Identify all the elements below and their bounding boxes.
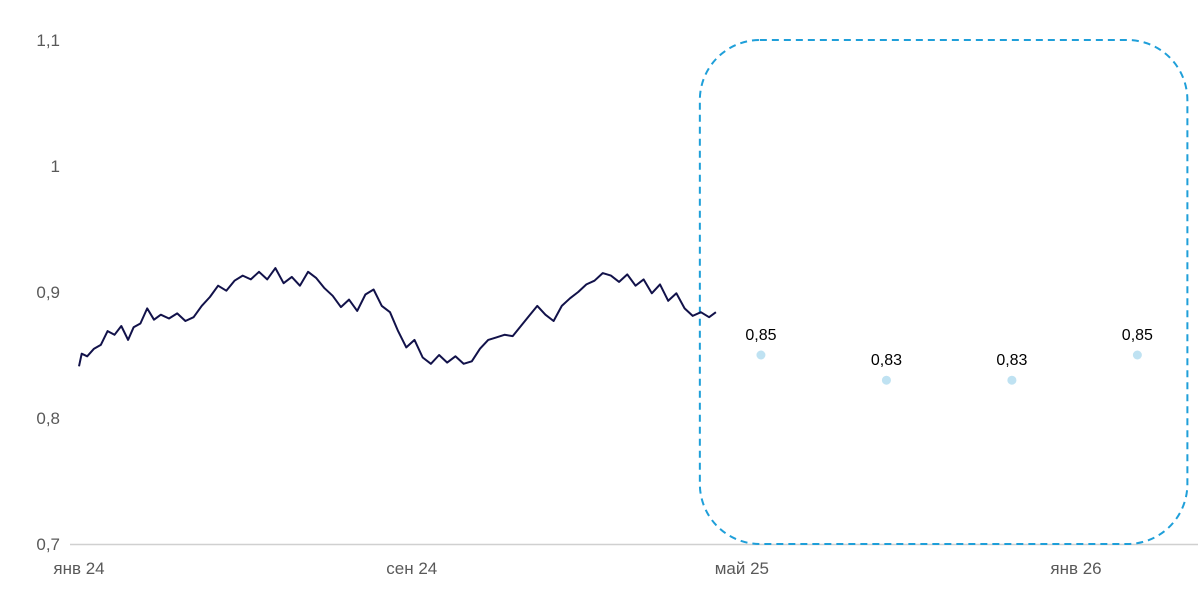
y-tick-label: 1,1 [36, 31, 60, 50]
forecast-point [881, 375, 891, 385]
series-line [78, 267, 717, 367]
y-tick-label: 0,7 [36, 535, 60, 554]
y-tick-label: 0,8 [36, 409, 60, 428]
x-tick-label: янв 24 [53, 559, 104, 578]
x-tick-label: сен 24 [386, 559, 437, 578]
y-tick-label: 0,9 [36, 283, 60, 302]
forecast-region-box [698, 39, 1189, 545]
y-tick-label: 1 [51, 157, 60, 176]
forecast-point [1132, 350, 1142, 360]
forecast-data-label: 0,85 [745, 327, 776, 344]
forecast-data-label: 0,83 [996, 352, 1027, 369]
forecast-point [756, 350, 766, 360]
forecast-data-label: 0,85 [1122, 327, 1153, 344]
forecast-point [1007, 375, 1017, 385]
x-tick-label: май 25 [715, 559, 769, 578]
forecast-data-label: 0,83 [871, 352, 902, 369]
x-tick-label: янв 26 [1050, 559, 1101, 578]
